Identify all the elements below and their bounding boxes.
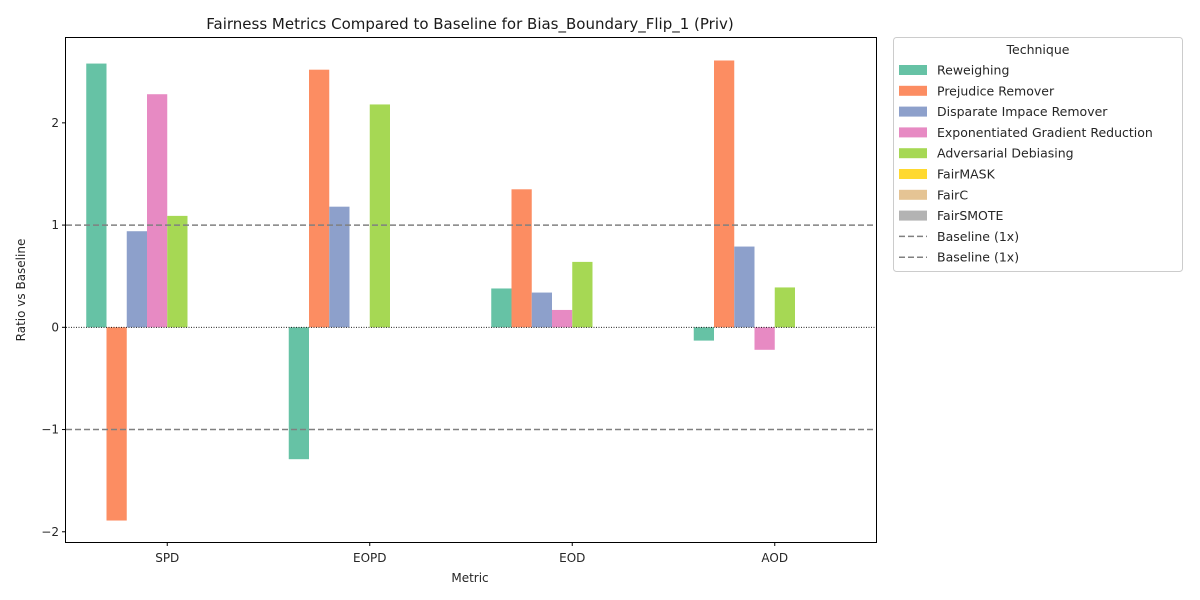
legend-swatch bbox=[899, 189, 927, 200]
bar-reweighing-eod bbox=[491, 288, 512, 328]
bar-disparate-impace-remover-eod bbox=[531, 292, 552, 328]
legend-swatch bbox=[899, 210, 927, 221]
y-tick-label: 1 bbox=[51, 218, 59, 232]
legend-title: Technique bbox=[1006, 42, 1070, 57]
x-axis-title: Metric bbox=[451, 571, 488, 585]
bar-reweighing-spd bbox=[86, 63, 107, 328]
legend-swatch bbox=[899, 65, 927, 75]
legend-label: FairSMOTE bbox=[937, 208, 1004, 223]
legend-label: Adversarial Debiasing bbox=[937, 146, 1074, 161]
bar-adversarial-debiasing-spd bbox=[167, 215, 188, 328]
legend-frame bbox=[893, 37, 1183, 272]
bar-disparate-impace-remover-aod bbox=[734, 246, 755, 328]
y-axis-title: Ratio vs Baseline bbox=[14, 239, 28, 342]
x-axis: SPD EOPD EOD AOD bbox=[155, 542, 788, 565]
legend-swatch bbox=[899, 106, 927, 117]
legend-label: Baseline (1x) bbox=[937, 250, 1019, 265]
bar-adversarial-debiasing-eopd bbox=[369, 104, 390, 328]
bar-exponentiated-gradient-reduction-eod bbox=[552, 309, 573, 328]
x-tick-label: EOPD bbox=[353, 551, 387, 565]
y-tick-label: −1 bbox=[41, 423, 59, 437]
bar-reweighing-eopd bbox=[288, 327, 309, 460]
bar-prejudice-remover-aod bbox=[714, 60, 735, 328]
legend-swatch bbox=[899, 127, 927, 138]
bar-disparate-impace-remover-spd bbox=[126, 231, 147, 328]
legend-label: FairC bbox=[937, 187, 968, 202]
legend: Technique Reweighing Prejudice Remover Dis… bbox=[893, 37, 1183, 272]
legend-swatch bbox=[899, 148, 927, 159]
y-tick-label: 2 bbox=[51, 116, 59, 130]
y-tick-label: 0 bbox=[51, 320, 59, 334]
legend-label: Reweighing bbox=[937, 63, 1009, 78]
x-tick-label: SPD bbox=[155, 551, 179, 565]
legend-label: Exponentiated Gradient Reduction bbox=[937, 125, 1153, 140]
y-tick-label: −2 bbox=[41, 525, 59, 539]
plot-area bbox=[66, 60, 876, 521]
x-tick-label: EOD bbox=[559, 551, 585, 565]
bar-adversarial-debiasing-eod bbox=[572, 261, 593, 328]
legend-label: FairMASK bbox=[937, 167, 996, 182]
x-tick-label: AOD bbox=[761, 551, 788, 565]
bar-prejudice-remover-eopd bbox=[309, 69, 330, 328]
plot-frame bbox=[65, 37, 877, 543]
bar-disparate-impace-remover-eopd bbox=[329, 206, 350, 328]
legend-label: Baseline (1x) bbox=[937, 229, 1019, 244]
legend-label: Prejudice Remover bbox=[937, 83, 1055, 98]
bar-reweighing-aod bbox=[693, 327, 714, 341]
legend-swatch bbox=[899, 85, 927, 96]
y-axis: −2 −1 0 1 2 bbox=[41, 116, 66, 539]
bar-exponentiated-gradient-reduction-aod bbox=[754, 327, 775, 350]
bar-prejudice-remover-eod bbox=[511, 189, 532, 328]
chart-title: Fairness Metrics Compared to Baseline fo… bbox=[206, 15, 733, 34]
bar-exponentiated-gradient-reduction-spd bbox=[147, 94, 168, 328]
bar-adversarial-debiasing-aod bbox=[774, 287, 795, 328]
legend-swatch bbox=[899, 169, 927, 179]
legend-label: Disparate Impace Remover bbox=[937, 104, 1108, 119]
bar-prejudice-remover-spd bbox=[106, 327, 127, 521]
